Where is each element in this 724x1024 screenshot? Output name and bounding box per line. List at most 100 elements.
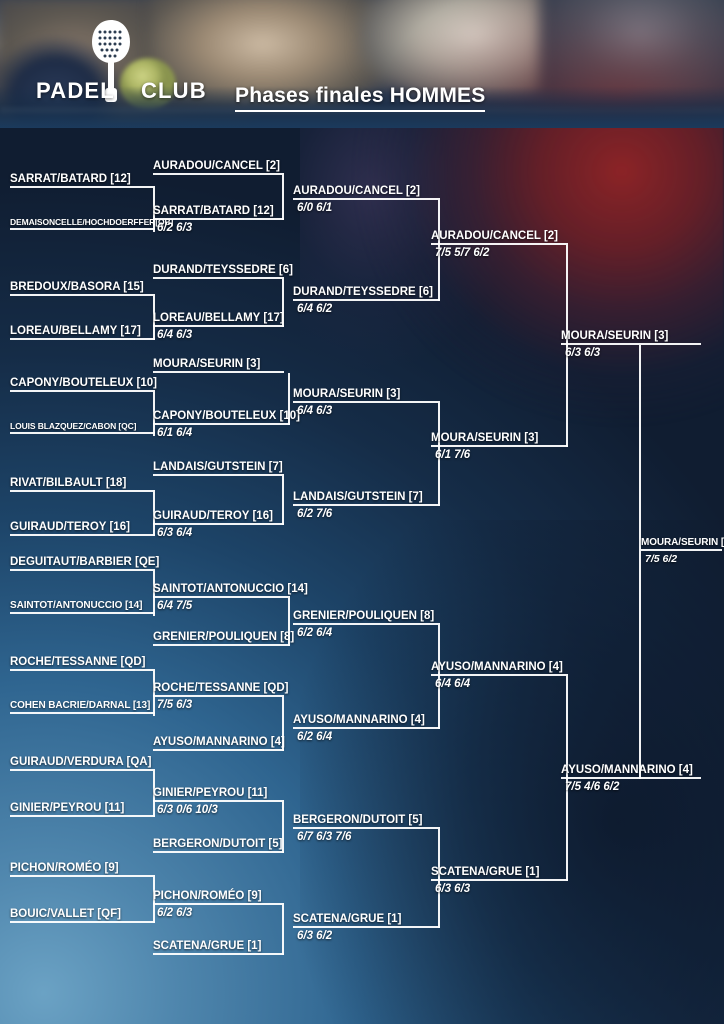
r32-slot: GUIRAUD/TEROY [16] [10,516,155,536]
slot-underline [153,523,284,525]
match-score: 6/1 7/6 [435,449,471,461]
bracket-connector [153,296,155,340]
r16-slot: GUIRAUD/TEROY [16] 6/3 6/4 [153,505,284,539]
qf-slot: MOURA/SEURIN [3] 6/4 6/3 [293,383,440,417]
match-score: 6/2 7/6 [297,508,333,520]
team-name: AURADOU/CANCEL [2] [153,160,280,172]
match-score: 6/0 6/1 [297,202,333,214]
logo-wordmark: PADEL CLUB [36,78,206,104]
match-score: 6/3 0/6 10/3 [157,804,218,816]
team-name: SAINTOT/ANTONUCCIO [14] [153,583,308,595]
team-name: LANDAIS/GUTSTEIN [7] [153,461,283,473]
r32-slot: BREDOUX/BASORA [15] [10,276,155,296]
slot-underline [153,695,284,697]
match-score: 7/5 6/2 [645,553,678,565]
champion-slot: MOURA/SEURIN [3] 7/5 6/2 [641,535,724,565]
bracket-connector [438,625,440,729]
bracket-connector [282,476,284,525]
slot-underline [10,569,155,571]
slot-underline [10,186,155,188]
slot-underline [153,749,284,751]
match-score: 6/2 6/4 [297,731,333,743]
bracket-connector [153,671,155,716]
r16-slot: AURADOU/CANCEL [2] [153,155,284,175]
slot-underline [293,299,440,301]
team-name: RIVAT/BILBAULT [18] [10,477,127,489]
match-score: 6/1 6/4 [157,427,193,439]
r32-slot: LOREAU/BELLAMY [17] [10,320,155,340]
team-name: DEMAISONCELLE/HOCHDOERFFER[QB] [10,217,174,227]
r32-slot: LOUIS BLAZQUEZ/CABON [QC] [10,416,155,434]
team-name: BERGERON/DUTOIT [5] [153,838,283,850]
team-name: DURAND/TEYSSEDRE [6] [153,264,293,276]
slot-underline [561,777,701,779]
logo-text-right: CLUB [140,78,207,103]
background-red-glow [330,96,724,566]
qf-slot: SCATENA/GRUE [1] 6/3 6/2 [293,908,440,942]
slot-underline [10,875,155,877]
slot-underline [10,294,155,296]
match-score: 6/4 6/3 [297,405,333,417]
slot-underline [10,390,155,392]
match-score: 6/3 6/3 [565,347,601,359]
semifinal-slot: AYUSO/MANNARINO [4] 7/5 4/6 6/2 [561,759,701,793]
team-name: AYUSO/MANNARINO [4] [431,661,563,673]
match-score: 6/2 6/3 [157,907,193,919]
bracket-connector [153,492,155,536]
r16-slot: ROCHE/TESSANNE [QD] 7/5 6/3 [153,677,288,711]
bracket-connector [438,200,440,301]
bracket-connector [153,188,155,232]
bracket-connector [282,697,284,751]
r32-slot: RIVAT/BILBAULT [18] [10,472,155,492]
slot-underline [153,325,284,327]
team-name: SCATENA/GRUE [1] [293,913,402,925]
club-logo: PADEL CLUB [36,18,206,118]
r16-slot: PICHON/ROMÉO [9] 6/2 6/3 [153,885,284,919]
slot-underline [641,549,722,551]
r32-slot: CAPONY/BOUTELEUX [10] [10,372,157,392]
slot-underline [153,474,284,476]
bracket-connector [153,392,155,436]
slot-underline [153,851,284,853]
bracket-connector [153,571,155,616]
r32-slot: GUIRAUD/VERDURA [QA] [10,751,155,771]
bracket-connector [282,279,284,327]
slot-underline [153,903,284,905]
r32-slot: COHEN BACRIE/DARNAL [13] [10,696,155,714]
r16-slot: DURAND/TEYSSEDRE [6] [153,259,293,279]
slot-underline [10,432,155,434]
padel-racket-icon [92,20,130,102]
team-name: SARRAT/BATARD [12] [10,173,131,185]
slot-underline [10,338,155,340]
slot-underline [561,343,701,345]
bracket-connector [438,829,440,928]
match-score: 6/4 6/2 [297,303,333,315]
team-name: PICHON/ROMÉO [9] [153,890,262,902]
bracket-connector [639,345,641,779]
bracket-connector [282,905,284,955]
team-name: SCATENA/GRUE [1] [153,940,262,952]
slot-underline [10,228,155,230]
team-name: AYUSO/MANNARINO [4] [153,736,285,748]
bracket-connector [282,802,284,853]
team-name: GRENIER/POULIQUEN [8] [293,610,435,622]
bracket-connector [153,771,155,817]
match-score: 6/4 6/3 [157,329,193,341]
slot-underline [153,277,284,279]
team-name: DURAND/TEYSSEDRE [6] [293,286,433,298]
sf-feeder-slot: SCATENA/GRUE [1] 6/3 6/3 [431,861,568,895]
team-name: GINIER/PEYROU [11] [10,802,125,814]
qf-slot: BERGERON/DUTOIT [5] 6/7 6/3 7/6 [293,809,440,843]
background-dark-vignette [300,520,724,1024]
team-name: LOUIS BLAZQUEZ/CABON [QC] [10,421,137,431]
slot-underline [153,596,290,598]
match-score: 6/3 6/2 [297,930,333,942]
match-score: 6/4 7/5 [157,600,193,612]
match-score: 7/5 5/7 6/2 [435,247,490,259]
r32-slot: DEMAISONCELLE/HOCHDOERFFER[QB] [10,212,173,230]
qf-slot: LANDAIS/GUTSTEIN [7] 6/2 7/6 [293,486,440,520]
slot-underline [10,769,155,771]
team-name: ROCHE/TESSANNE [QD] [10,656,146,668]
sf-feeder-slot: AYUSO/MANNARINO [4] 6/4 6/4 [431,656,568,690]
r32-slot: DEGUITAUT/BARBIER [QE] [10,551,159,571]
